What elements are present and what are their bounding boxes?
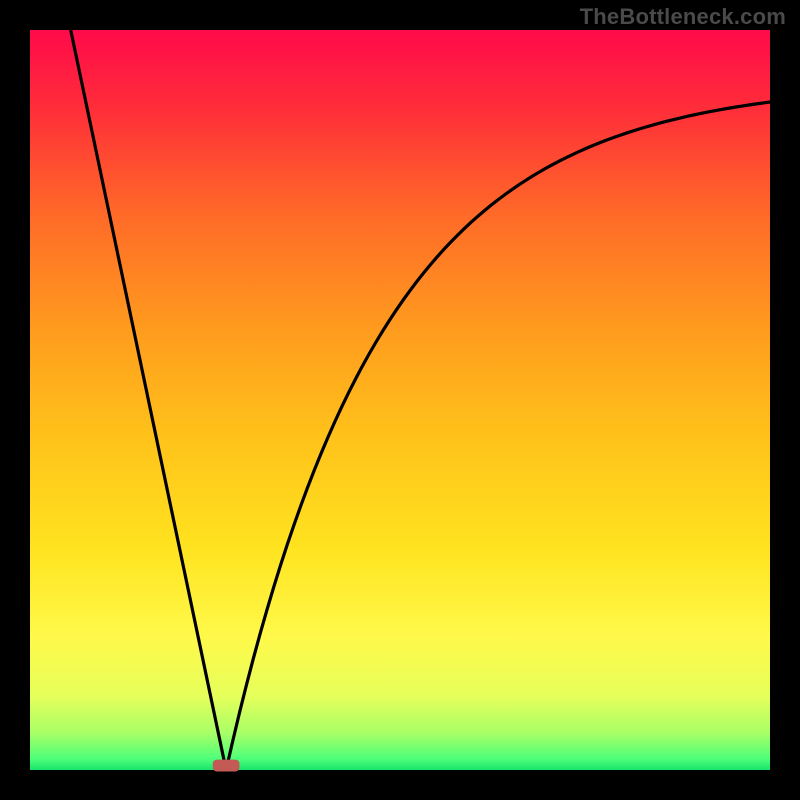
- optimal-point-marker: [213, 760, 240, 772]
- plot-background-gradient: [30, 30, 770, 770]
- watermark-text: TheBottleneck.com: [580, 4, 786, 30]
- chart-container: TheBottleneck.com: [0, 0, 800, 800]
- bottleneck-chart: [0, 0, 800, 800]
